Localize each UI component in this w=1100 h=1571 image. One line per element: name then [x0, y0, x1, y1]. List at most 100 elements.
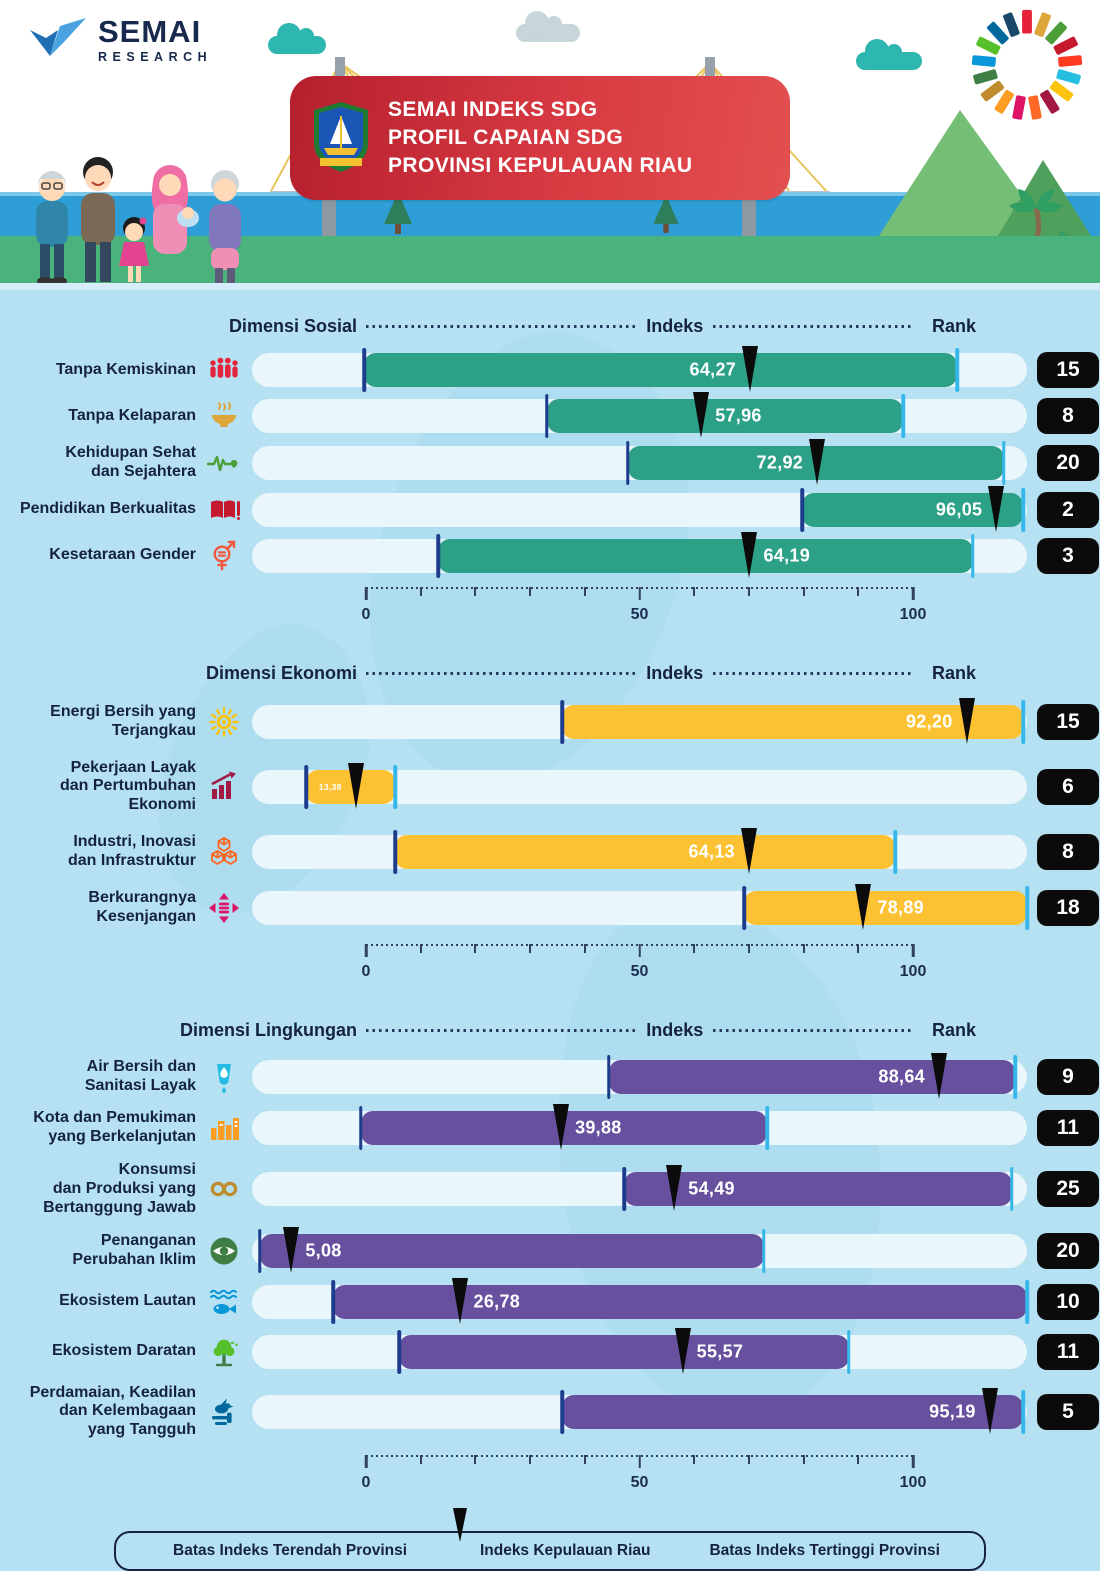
- rank-badge: 3: [1037, 537, 1099, 574]
- riau-index-marker: [988, 485, 1005, 532]
- index-value-label: 55,57: [696, 1341, 744, 1361]
- water-drop-icon: [205, 1059, 243, 1095]
- row-label: Ekosistem Lautan: [59, 1292, 196, 1310]
- lowest-province-tick: [258, 1228, 262, 1273]
- index-value-label: 72,92: [756, 452, 804, 473]
- index-range-bar: [364, 353, 958, 387]
- index-range-bar: [608, 1059, 1016, 1094]
- axis: 0 50 100: [362, 586, 926, 639]
- cloud-icon: [268, 23, 326, 54]
- lowest-province-tick: [622, 1167, 626, 1212]
- highest-province-tick: [1021, 699, 1025, 744]
- axis-tick-label: 0: [361, 605, 371, 623]
- tree-illustration: [384, 192, 412, 234]
- highest-province-tick: [1009, 1167, 1014, 1212]
- axis-tick: [802, 943, 805, 953]
- rank-badge: 8: [1037, 834, 1099, 870]
- index-range-bar: [546, 399, 903, 433]
- row-label: Kota dan Pemukiman yang Berkelanjutan: [33, 1109, 196, 1146]
- index-value-label: 26,78: [473, 1291, 521, 1311]
- rank-badge: 15: [1037, 703, 1099, 740]
- rank-badge: 20: [1037, 1232, 1099, 1269]
- index-track: 64,27: [252, 346, 1027, 392]
- riau-marker-swatch: [452, 1508, 467, 1560]
- lowest-province-tick: [560, 1389, 564, 1434]
- sdg-row: Industri, Inovasi dan Infrastruktur 64,13 8: [0, 824, 1100, 880]
- row-label: Perdamaian, Keadilan dan Kelembagaan yang …: [29, 1383, 196, 1439]
- dotted-leader: [366, 1028, 637, 1032]
- city-icon: [205, 1110, 243, 1146]
- book-icon: [205, 492, 243, 528]
- section-sosial: Dimensi Sosial Indeks Rank Tanpa Kemiskinan…: [0, 316, 1100, 639]
- section-title: Dimensi Lingkungan: [179, 1019, 357, 1040]
- axis-tick-label: 100: [899, 605, 927, 623]
- riau-index-marker: [809, 438, 826, 485]
- axis: 0 50 100: [362, 1455, 926, 1507]
- axis: 0 50 100: [362, 943, 926, 996]
- row-label: Pekerjaan Layak dan Pertumbuhan Ekonomi: [59, 758, 196, 814]
- index-track: 39,88: [252, 1104, 1027, 1151]
- banner-post: [322, 198, 336, 236]
- axis-tick-label: 100: [899, 1474, 927, 1492]
- highest-province-tick: [1025, 1279, 1029, 1324]
- axis-tick: [583, 586, 586, 596]
- lowest-province-tick: [362, 348, 367, 392]
- cubes-icon: [205, 834, 243, 870]
- row-label: Kesetaraan Gender: [49, 546, 196, 564]
- section-header: Dimensi Ekonomi Indeks Rank: [0, 663, 1100, 684]
- semai-logo: SEMAI RESEARCH: [26, 16, 212, 64]
- axis-tick: [638, 586, 641, 600]
- index-range-bar: [259, 1233, 764, 1268]
- people-icon: [205, 352, 243, 388]
- index-range-bar: [395, 835, 896, 869]
- axis-tick: [419, 586, 422, 596]
- axis-tick-label: 0: [361, 962, 371, 980]
- infinity-icon: [205, 1171, 243, 1207]
- dotted-leader: [713, 671, 913, 675]
- index-track: 26,78: [252, 1277, 1029, 1324]
- riau-index-marker: [741, 531, 758, 578]
- growth-chart-icon: [205, 769, 243, 805]
- lowest-province-tick: [304, 764, 308, 809]
- semai-logo-icon: [30, 18, 86, 56]
- row-label: Energi Bersih yang Terjangkau: [50, 702, 196, 739]
- index-range-bar: [333, 1284, 1027, 1319]
- highest-province-tick: [1021, 1389, 1025, 1434]
- index-value-label: 5,08: [305, 1240, 342, 1261]
- banner-text: SEMAI INDEKS SDG PROFIL CAPAIAN SDG PROV…: [388, 96, 692, 180]
- index-track: 78,89: [252, 883, 1029, 930]
- rank-badge: 6: [1037, 768, 1099, 805]
- row-label: Penanganan Perubahan Iklim: [72, 1231, 196, 1268]
- sdg-row: Tanpa Kelaparan 57,96 8: [0, 392, 1100, 439]
- axis-tick: [364, 586, 368, 600]
- bowl-icon: [205, 398, 243, 434]
- banner-post: [742, 198, 756, 236]
- highest-province-tick: [955, 348, 959, 392]
- riau-index-marker: [855, 883, 872, 930]
- lowest-province-tick: [626, 440, 630, 485]
- legend-label: Batas Indeks Terendah Provinsi: [173, 1542, 408, 1560]
- index-range-bar: [624, 1172, 1012, 1207]
- lowest-province-tick: [800, 487, 804, 532]
- sdg-row: Ekosistem Daratan 55,57 11: [0, 1327, 1100, 1377]
- axis-tick: [474, 586, 477, 596]
- axis-tick: [802, 586, 805, 596]
- sdg-row: Pendidikan Berkualitas 96,05 2: [0, 485, 1100, 533]
- sdg-row: Pekerjaan Layak dan Pertumbuhan Ekonomi 13,…: [0, 750, 1100, 825]
- gender-icon: [205, 538, 243, 574]
- row-label: Tanpa Kelaparan: [68, 406, 196, 424]
- axis-tick: [747, 1455, 750, 1465]
- index-value-label: 64,27: [689, 359, 737, 380]
- sdg-row: Penanganan Perubahan Iklim 5,08 20: [0, 1225, 1100, 1277]
- cloud-icon: [516, 11, 580, 42]
- lowest-province-tick: [742, 885, 746, 930]
- section-leader: Indeks: [366, 663, 913, 684]
- legend-label: Batas Indeks Tertinggi Provinsi: [709, 1542, 940, 1560]
- rank-badge: 8: [1037, 398, 1099, 434]
- index-value-label: 95,19: [929, 1401, 976, 1422]
- axis-row: 0 50 100: [0, 1455, 1100, 1507]
- axis-tick: [747, 586, 750, 596]
- axis-tick: [364, 1455, 368, 1469]
- riau-index-marker: [958, 697, 975, 744]
- banner-line: SEMAI INDEKS SDG: [388, 97, 598, 121]
